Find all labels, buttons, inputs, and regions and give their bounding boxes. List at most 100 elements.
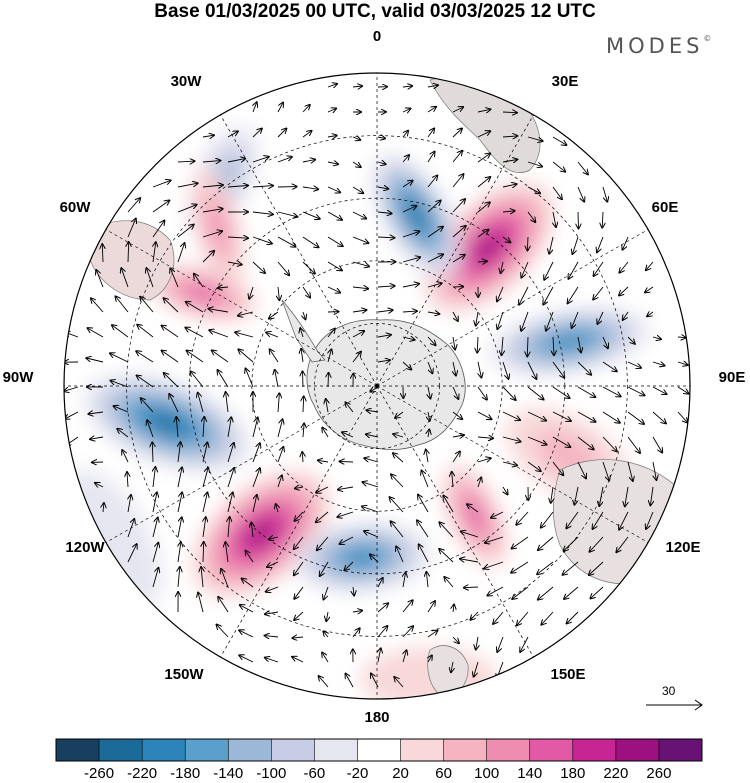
wind-vector	[302, 261, 315, 274]
wind-vector	[677, 411, 687, 423]
wind-vector	[452, 255, 465, 263]
wind-vector	[164, 298, 179, 313]
wind-vector	[366, 434, 379, 437]
anomaly-contour	[478, 236, 501, 259]
wind-vector	[128, 242, 129, 263]
wind-vector	[111, 381, 129, 388]
wind-vector	[292, 637, 304, 638]
wind-vector	[602, 211, 603, 228]
modes-logo: MODES©	[606, 34, 711, 58]
wind-vector	[652, 411, 666, 423]
colorbar-segment	[486, 739, 531, 761]
wind-vector	[65, 411, 79, 419]
wind-vector	[127, 198, 140, 213]
wind-vector	[391, 474, 404, 488]
wind-vector	[552, 136, 566, 145]
wind-vector	[227, 493, 233, 513]
wind-vector	[512, 586, 529, 599]
wind-vector	[364, 531, 379, 538]
wind-vector	[402, 86, 412, 87]
wind-vector	[146, 268, 154, 288]
wind-vector	[202, 231, 222, 238]
wind-vector	[402, 311, 417, 312]
wind-vector	[417, 520, 429, 538]
wind-vector	[377, 626, 387, 638]
wind-vector	[652, 337, 661, 339]
wind-vector	[294, 561, 304, 575]
wind-vector	[127, 219, 136, 238]
wind-vector	[477, 202, 490, 213]
wind-vector	[589, 561, 604, 575]
wind-vector	[552, 361, 564, 378]
wind-vector	[202, 209, 223, 212]
wind-vector	[294, 611, 304, 620]
wind-vector	[439, 549, 454, 563]
wind-vector	[277, 261, 289, 275]
wind-vector	[177, 492, 182, 513]
wind-vector	[577, 386, 595, 397]
wind-vector	[191, 371, 204, 388]
wind-vector	[177, 243, 185, 263]
wind-vector	[390, 497, 404, 513]
wind-vector	[327, 84, 337, 87]
wind-vector	[86, 358, 104, 363]
anomaly-contour	[189, 286, 217, 301]
wind-vector	[377, 187, 388, 189]
wind-vector	[577, 186, 584, 202]
wind-vector	[602, 186, 607, 202]
colorbar-tick-label: 20	[392, 765, 409, 782]
wind-vector	[527, 161, 542, 167]
wind-vector	[627, 336, 635, 344]
wind-vector	[240, 605, 254, 613]
wind-vector	[302, 452, 303, 463]
wind-vector	[593, 286, 604, 300]
wind-vector	[327, 109, 336, 113]
wind-vector	[302, 236, 319, 247]
wind-vector	[484, 561, 504, 569]
wind-vector	[478, 478, 481, 488]
wind-vector	[267, 561, 279, 567]
wind-vector	[646, 261, 654, 270]
wind-vector	[577, 461, 586, 478]
wind-vector	[527, 136, 543, 141]
wind-vector	[502, 462, 517, 465]
wind-vector	[227, 443, 234, 463]
wind-vector	[300, 328, 303, 338]
wind-vector	[461, 531, 479, 538]
wind-vector	[352, 287, 368, 289]
wind-vector	[88, 328, 104, 338]
wind-vector	[327, 186, 340, 192]
wind-vector	[377, 335, 391, 337]
lon-label-90e: 90E	[718, 369, 746, 386]
wind-vector	[153, 467, 155, 488]
lon-label-90w: 90W	[2, 369, 34, 386]
colorbar-segment	[529, 739, 574, 761]
wind-vector	[541, 611, 554, 625]
wind-vector	[249, 286, 253, 299]
wind-vector	[493, 611, 504, 624]
wind-vector	[228, 417, 231, 438]
wind-vector	[295, 487, 304, 488]
wind-vector	[427, 152, 435, 163]
wind-vector	[277, 157, 292, 163]
wind-vector	[477, 261, 487, 262]
wind-vector	[252, 157, 269, 163]
wind-vector	[319, 676, 329, 688]
lon-label-180: 180	[364, 709, 390, 726]
wind-vector	[327, 211, 342, 220]
wind-vector	[527, 411, 546, 421]
wind-vector	[453, 336, 455, 350]
wind-vector	[278, 286, 279, 300]
wind-vector	[552, 186, 562, 199]
wind-vector	[198, 593, 204, 613]
wind-vector	[352, 186, 363, 193]
wind-vector	[616, 536, 629, 552]
wind-vector	[162, 351, 179, 363]
wind-vector	[226, 392, 228, 413]
wind-vector	[502, 386, 516, 400]
latitude-circle	[126, 135, 628, 637]
wind-vector	[346, 402, 354, 413]
wind-vector	[277, 419, 283, 438]
wind-vector	[169, 394, 179, 413]
